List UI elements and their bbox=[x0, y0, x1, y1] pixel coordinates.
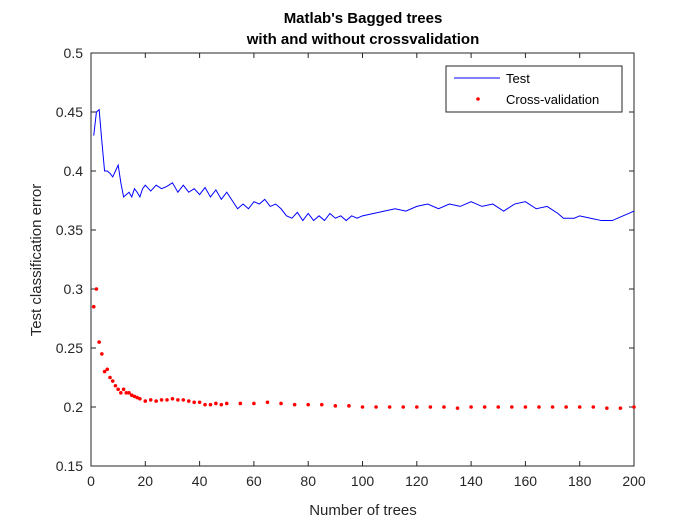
series-point-cross-validation bbox=[108, 375, 112, 380]
series-point-cross-validation bbox=[387, 405, 392, 409]
series-point-cross-validation bbox=[319, 402, 324, 407]
series-point-cross-validation bbox=[482, 405, 487, 409]
series-point-cross-validation bbox=[165, 398, 169, 402]
series-point-cross-validation bbox=[442, 405, 446, 409]
legend: Test Cross-validation bbox=[445, 65, 623, 113]
series-point-cross-validation bbox=[591, 405, 596, 409]
legend-swatch-cross-validation bbox=[476, 97, 480, 101]
x-tick-label: 200 bbox=[622, 473, 646, 489]
series-point-cross-validation bbox=[469, 405, 473, 409]
ticks-layer: 0 20 40 60 80 100 120 140 160 180 200 0.15 0.2 0.25 0.… bbox=[56, 45, 646, 489]
x-tick-label: 160 bbox=[514, 473, 538, 489]
series-point-cross-validation bbox=[618, 406, 623, 410]
chart-title-line-2: with and without crossvalidation bbox=[246, 31, 480, 48]
x-tick-label: 120 bbox=[405, 473, 429, 489]
series-point-cross-validation bbox=[577, 405, 582, 409]
y-tick-label: 0.15 bbox=[56, 458, 83, 474]
series-point-cross-validation bbox=[97, 340, 101, 344]
series-point-cross-validation bbox=[91, 304, 96, 309]
series-point-cross-validation bbox=[208, 402, 213, 407]
series-point-cross-validation bbox=[102, 369, 107, 374]
series-point-cross-validation bbox=[537, 405, 541, 409]
series-point-cross-validation bbox=[143, 399, 148, 403]
series-point-cross-validation bbox=[455, 406, 460, 410]
series-layer bbox=[91, 108, 636, 410]
series-point-cross-validation bbox=[605, 406, 609, 410]
x-tick-label: 60 bbox=[246, 473, 262, 489]
legend-label-cross-validation: Cross-validation bbox=[506, 92, 599, 107]
series-point-cross-validation bbox=[265, 400, 270, 405]
series-point-cross-validation bbox=[224, 401, 229, 406]
series-point-cross-validation bbox=[159, 398, 164, 402]
y-tick-label: 0.25 bbox=[56, 340, 83, 356]
series-point-cross-validation bbox=[428, 405, 433, 409]
series-point-cross-validation bbox=[203, 402, 207, 407]
series-point-cross-validation bbox=[292, 402, 297, 407]
series-point-cross-validation bbox=[127, 391, 131, 395]
y-tick-label: 0.2 bbox=[64, 399, 84, 415]
series-point-cross-validation bbox=[181, 398, 186, 402]
x-axis-label: Number of trees bbox=[309, 502, 417, 519]
series-point-cross-validation bbox=[197, 400, 202, 405]
series-point-cross-validation bbox=[94, 287, 99, 291]
series-point-cross-validation bbox=[129, 393, 134, 398]
y-axis-label: Test classification error bbox=[28, 184, 45, 337]
y-tick-label: 0.35 bbox=[56, 222, 83, 238]
series-point-cross-validation bbox=[100, 352, 104, 356]
series-point-cross-validation bbox=[306, 402, 311, 407]
series-point-cross-validation bbox=[333, 404, 338, 408]
series-point-cross-validation bbox=[121, 387, 126, 392]
series-point-cross-validation bbox=[360, 405, 365, 409]
series-point-cross-validation bbox=[632, 405, 636, 409]
series-point-cross-validation bbox=[148, 398, 153, 402]
series-point-cross-validation bbox=[279, 401, 283, 406]
series-point-cross-validation bbox=[523, 405, 528, 409]
series-point-cross-validation bbox=[113, 383, 118, 388]
series-point-cross-validation bbox=[138, 396, 142, 401]
y-tick-label: 0.3 bbox=[64, 281, 84, 297]
series-point-cross-validation bbox=[564, 405, 568, 409]
x-tick-label: 20 bbox=[138, 473, 154, 489]
series-point-cross-validation bbox=[238, 401, 243, 406]
plot-area bbox=[90, 52, 635, 467]
x-tick-label: 100 bbox=[351, 473, 375, 489]
y-tick-label: 0.45 bbox=[56, 104, 83, 120]
y-tick-label: 0.5 bbox=[64, 45, 84, 61]
legend-box bbox=[445, 65, 623, 113]
series-point-cross-validation bbox=[252, 401, 256, 406]
series-point-cross-validation bbox=[105, 367, 110, 372]
series-point-cross-validation bbox=[214, 401, 218, 406]
series-point-cross-validation bbox=[116, 387, 120, 392]
series-point-cross-validation bbox=[219, 402, 224, 407]
series-point-cross-validation bbox=[119, 391, 123, 395]
x-tick-label: 0 bbox=[87, 473, 95, 489]
x-tick-label: 180 bbox=[568, 473, 592, 489]
series-point-cross-validation bbox=[401, 405, 406, 409]
x-tick-label: 40 bbox=[192, 473, 208, 489]
series-point-cross-validation bbox=[176, 398, 180, 402]
series-point-cross-validation bbox=[550, 405, 555, 409]
series-point-cross-validation bbox=[192, 400, 196, 405]
series-point-cross-validation bbox=[170, 396, 175, 401]
series-point-cross-validation bbox=[132, 394, 137, 399]
series-point-cross-validation bbox=[154, 399, 158, 403]
series-line-test bbox=[93, 108, 635, 222]
series-point-cross-validation bbox=[415, 405, 419, 409]
series-point-cross-validation bbox=[186, 399, 191, 403]
series-point-cross-validation bbox=[347, 404, 351, 408]
x-tick-label: 80 bbox=[300, 473, 316, 489]
chart-title-line-1: Matlab's Bagged trees bbox=[284, 10, 443, 27]
x-tick-label: 140 bbox=[459, 473, 483, 489]
series-point-cross-validation bbox=[124, 391, 129, 395]
legend-label-test: Test bbox=[506, 71, 530, 86]
series-point-cross-validation bbox=[510, 405, 514, 409]
series-point-cross-validation bbox=[135, 395, 139, 400]
series-point-cross-validation bbox=[496, 405, 501, 409]
series-point-cross-validation bbox=[110, 379, 115, 383]
y-tick-label: 0.4 bbox=[64, 163, 84, 179]
series-point-cross-validation bbox=[374, 405, 378, 409]
